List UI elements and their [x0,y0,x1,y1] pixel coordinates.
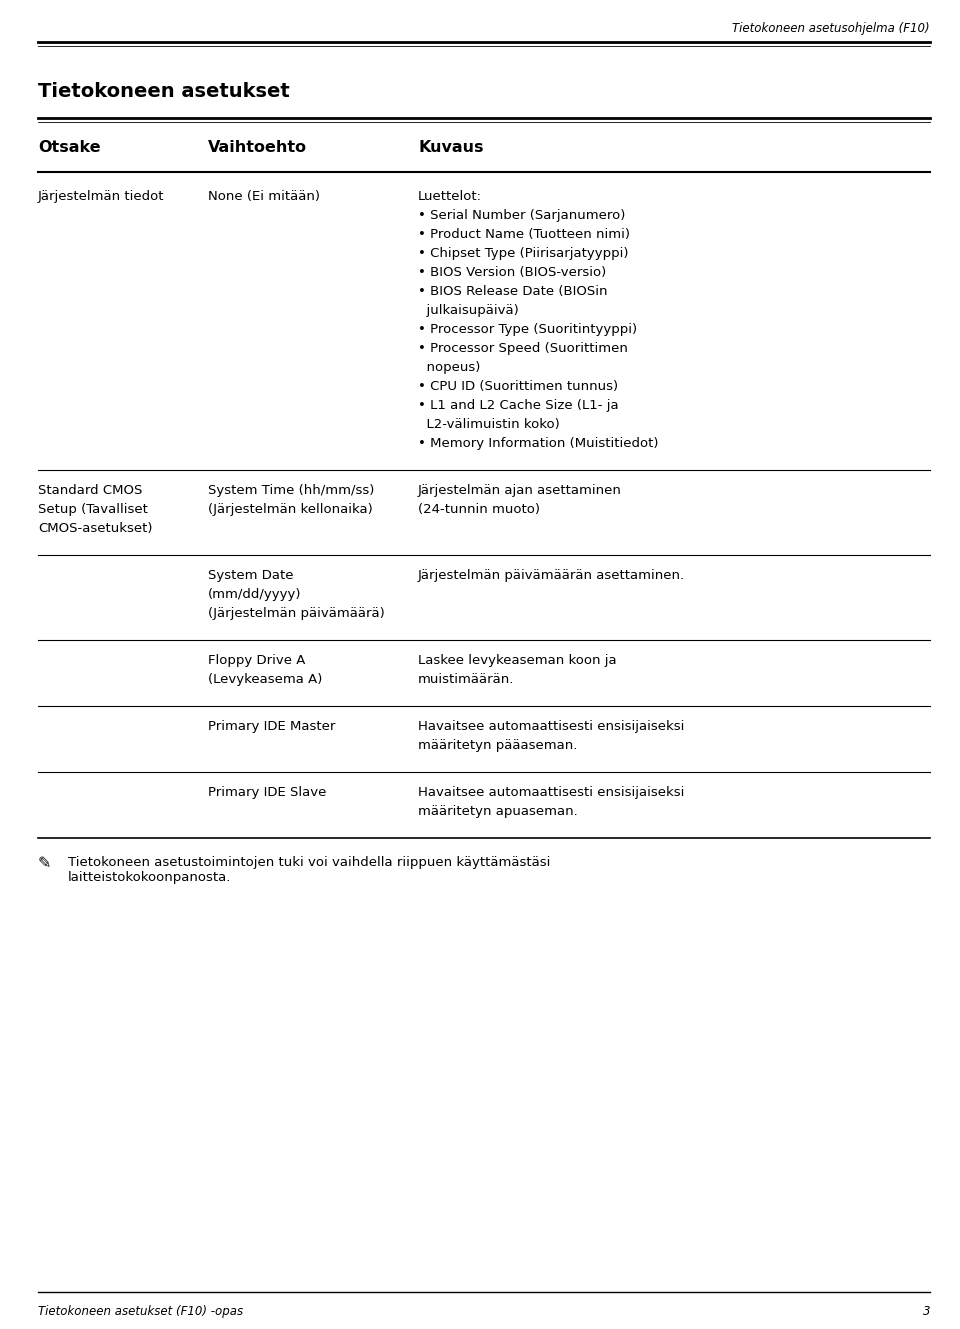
Text: Tietokoneen asetukset (F10) -opas: Tietokoneen asetukset (F10) -opas [38,1305,243,1318]
Text: Primary IDE Slave: Primary IDE Slave [208,785,326,799]
Text: L2-välimuistin koko): L2-välimuistin koko) [418,419,560,431]
Text: • Serial Number (Sarjanumero): • Serial Number (Sarjanumero) [418,209,625,222]
Text: Laskee levykeaseman koon ja: Laskee levykeaseman koon ja [418,654,616,667]
Text: • CPU ID (Suorittimen tunnus): • CPU ID (Suorittimen tunnus) [418,380,618,393]
Text: (Järjestelmän kellonaika): (Järjestelmän kellonaika) [208,502,372,516]
Text: (Levykeasema A): (Levykeasema A) [208,672,323,686]
Text: Havaitsee automaattisesti ensisijaiseksi: Havaitsee automaattisesti ensisijaiseksi [418,720,684,734]
Text: Vaihtoehto: Vaihtoehto [208,140,307,155]
Text: CMOS-asetukset): CMOS-asetukset) [38,522,153,536]
Text: • Processor Speed (Suorittimen: • Processor Speed (Suorittimen [418,342,628,355]
Text: Tietokoneen asetukset: Tietokoneen asetukset [38,82,290,101]
Text: • L1 and L2 Cache Size (L1- ja: • L1 and L2 Cache Size (L1- ja [418,399,618,412]
Text: • Product Name (Tuotteen nimi): • Product Name (Tuotteen nimi) [418,229,630,241]
Text: System Date: System Date [208,569,294,582]
Text: • BIOS Release Date (BIOSin: • BIOS Release Date (BIOSin [418,284,608,298]
Text: Järjestelmän ajan asettaminen: Järjestelmän ajan asettaminen [418,484,622,497]
Text: Havaitsee automaattisesti ensisijaiseksi: Havaitsee automaattisesti ensisijaiseksi [418,785,684,799]
Text: • Chipset Type (Piirisarjatyyppi): • Chipset Type (Piirisarjatyyppi) [418,247,629,260]
Text: määritetyn pääaseman.: määritetyn pääaseman. [418,739,577,752]
Text: 3: 3 [923,1305,930,1318]
Text: Järjestelmän tiedot: Järjestelmän tiedot [38,190,164,203]
Text: muistimäärän.: muistimäärän. [418,672,515,686]
Text: nopeus): nopeus) [418,361,480,373]
Text: (mm/dd/yyyy): (mm/dd/yyyy) [208,587,301,601]
Text: Setup (Tavalliset: Setup (Tavalliset [38,502,148,516]
Text: (24-tunnin muoto): (24-tunnin muoto) [418,502,540,516]
Text: julkaisupäivä): julkaisupäivä) [418,304,518,318]
Text: • Processor Type (Suoritintyyppi): • Processor Type (Suoritintyyppi) [418,323,637,336]
Text: • BIOS Version (BIOS-versio): • BIOS Version (BIOS-versio) [418,266,607,279]
Text: (Järjestelmän päivämäärä): (Järjestelmän päivämäärä) [208,607,385,621]
Text: Standard CMOS: Standard CMOS [38,484,142,497]
Text: Järjestelmän päivämäärän asettaminen.: Järjestelmän päivämäärän asettaminen. [418,569,685,582]
Text: System Time (hh/mm/ss): System Time (hh/mm/ss) [208,484,374,497]
Text: määritetyn apuaseman.: määritetyn apuaseman. [418,805,578,819]
Text: None (Ei mitään): None (Ei mitään) [208,190,320,203]
Text: Kuvaus: Kuvaus [418,140,484,155]
Text: Primary IDE Master: Primary IDE Master [208,720,335,734]
Text: Floppy Drive A: Floppy Drive A [208,654,305,667]
Text: ✎: ✎ [38,856,52,870]
Text: Otsake: Otsake [38,140,101,155]
Text: Tietokoneen asetustoimintojen tuki voi vaihdella riippuen käyttämästäsi
laitteis: Tietokoneen asetustoimintojen tuki voi v… [68,856,550,884]
Text: • Memory Information (Muistitiedot): • Memory Information (Muistitiedot) [418,437,659,451]
Text: Luettelot:: Luettelot: [418,190,482,203]
Text: Tietokoneen asetusohjelma (F10): Tietokoneen asetusohjelma (F10) [732,23,930,35]
